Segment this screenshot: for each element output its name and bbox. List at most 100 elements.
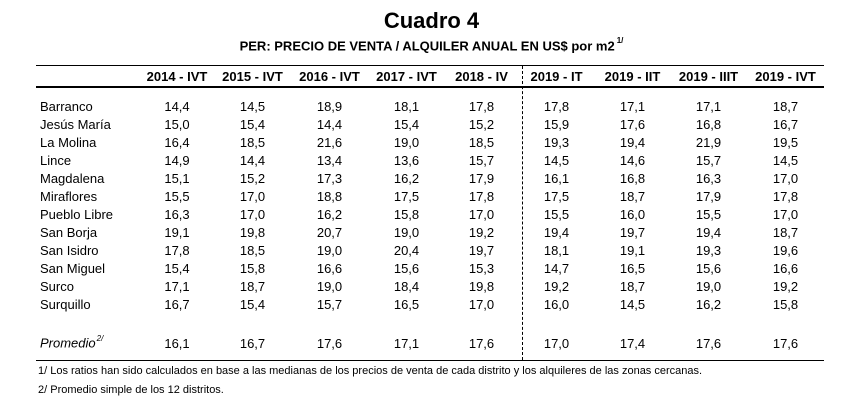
header-col-2: 2015 - IVT xyxy=(222,69,283,84)
value-cell: 15,6 xyxy=(393,260,420,276)
table-row: Barranco 14,4 14,5 18,9 18,1 17,8 17,8 17,1 17,1… xyxy=(36,97,824,115)
value-cell: 15,8 xyxy=(772,296,799,312)
value-cell: 17,0 xyxy=(772,170,799,186)
header-col-7: 2019 - IIT xyxy=(604,69,661,84)
subtitle-footnote-marker: 1/ xyxy=(616,36,624,45)
row-label: Magdalena xyxy=(40,170,105,186)
value-cell: 16,3 xyxy=(164,206,190,222)
value-cell: 16,6 xyxy=(772,260,799,276)
value-cell: 19,2 xyxy=(772,278,799,294)
average-value-cell: 17,6 xyxy=(772,335,799,351)
column-separator-dashed xyxy=(522,66,523,360)
table-row: La Molina 16,4 18,5 21,6 19,0 18,5 19,3 19,4 21,… xyxy=(36,133,824,151)
value-cell: 17,8 xyxy=(543,98,570,114)
value-cell: 15,7 xyxy=(468,152,495,168)
value-cell: 16,8 xyxy=(695,116,722,132)
value-cell: 15,4 xyxy=(164,260,190,276)
value-cell: 17,0 xyxy=(468,206,495,222)
value-cell: 17,0 xyxy=(239,188,266,204)
value-cell: 16,2 xyxy=(316,206,343,222)
value-cell: 15,4 xyxy=(239,116,266,132)
value-cell: 19,2 xyxy=(543,278,570,294)
value-cell: 16,0 xyxy=(619,206,646,222)
value-cell: 16,7 xyxy=(772,116,799,132)
value-cell: 17,0 xyxy=(772,206,799,222)
average-value-cell: 16,7 xyxy=(239,335,266,351)
value-cell: 15,5 xyxy=(164,188,190,204)
value-cell: 18,7 xyxy=(239,278,266,294)
value-cell: 18,7 xyxy=(772,224,799,240)
spacer-cell xyxy=(36,87,824,97)
value-cell: 19,8 xyxy=(468,278,495,294)
value-cell: 19,1 xyxy=(164,224,190,240)
table-body: Barranco 14,4 14,5 18,9 18,1 17,8 17,8 17,1 17,1… xyxy=(36,87,824,353)
row-label: San Borja xyxy=(40,224,98,240)
average-value-cell: 17,6 xyxy=(468,335,495,351)
value-cell: 18,5 xyxy=(239,134,266,150)
header-col-3: 2016 - IVT xyxy=(299,69,360,84)
value-cell: 16,3 xyxy=(695,170,722,186)
value-cell: 19,0 xyxy=(695,278,722,294)
header-col-9: 2019 - IVT xyxy=(755,69,816,84)
value-cell: 16,4 xyxy=(164,134,190,150)
spacer-cell xyxy=(36,313,824,333)
value-cell: 17,8 xyxy=(164,242,190,258)
value-cell: 14,5 xyxy=(543,152,570,168)
value-cell: 17,5 xyxy=(543,188,570,204)
subtitle-text: PER: PRECIO DE VENTA / ALQUILER ANUAL EN… xyxy=(239,38,615,54)
value-cell: 14,4 xyxy=(316,116,343,132)
value-cell: 19,8 xyxy=(239,224,266,240)
value-cell: 18,5 xyxy=(239,242,266,258)
table-row: Lince 14,9 14,4 13,4 13,6 15,7 14,5 14,6 15,7 14,… xyxy=(36,151,824,169)
bottom-rule xyxy=(36,360,824,361)
value-cell: 18,7 xyxy=(772,98,799,114)
value-cell: 19,6 xyxy=(772,242,799,258)
value-cell: 17,8 xyxy=(468,98,495,114)
table-row: Surquillo 16,7 15,4 15,7 16,5 17,0 16,0 14,5 16,… xyxy=(36,295,824,313)
value-cell: 20,4 xyxy=(393,242,420,258)
value-cell: 15,0 xyxy=(164,116,190,132)
value-cell: 15,6 xyxy=(695,260,722,276)
average-value-cell: 17,6 xyxy=(316,335,343,351)
value-cell: 17,8 xyxy=(468,188,495,204)
value-cell: 18,7 xyxy=(619,188,646,204)
value-cell: 15,4 xyxy=(393,116,420,132)
table-title: Cuadro 4 xyxy=(383,8,480,33)
value-cell: 14,7 xyxy=(543,260,570,276)
value-cell: 15,8 xyxy=(393,206,420,222)
value-cell: 15,5 xyxy=(543,206,570,222)
value-cell: 16,5 xyxy=(393,296,420,312)
value-cell: 16,6 xyxy=(316,260,343,276)
value-cell: 17,9 xyxy=(695,188,722,204)
value-cell: 19,3 xyxy=(543,134,570,150)
value-cell: 18,7 xyxy=(619,278,646,294)
value-cell: 19,4 xyxy=(619,134,646,150)
value-cell: 19,0 xyxy=(316,242,343,258)
value-cell: 16,0 xyxy=(543,296,570,312)
row-label: La Molina xyxy=(40,134,97,150)
value-cell: 16,2 xyxy=(393,170,420,186)
value-cell: 14,4 xyxy=(239,152,266,168)
value-cell: 19,5 xyxy=(772,134,799,150)
header-col-1: 2014 - IVT xyxy=(146,69,208,84)
value-cell: 20,7 xyxy=(316,224,343,240)
value-cell: 15,9 xyxy=(543,116,570,132)
value-cell: 19,0 xyxy=(393,224,420,240)
value-cell: 13,6 xyxy=(393,152,420,168)
header-row: 2014 - IVT 2015 - IVT 2016 - IVT 2017 - IVT… xyxy=(36,66,824,87)
table-row: Miraflores 15,5 17,0 18,8 17,5 17,8 17,5 18,7 17… xyxy=(36,187,824,205)
footnotes: 1/ Los ratios han sido calculados en bas… xyxy=(38,362,702,400)
average-footnote-marker: 2/ xyxy=(96,334,104,344)
row-label: San Miguel xyxy=(40,260,106,276)
value-cell: 21,6 xyxy=(316,134,343,150)
average-label: Promedio xyxy=(40,335,96,351)
row-label: Jesús María xyxy=(40,116,111,132)
value-cell: 17,8 xyxy=(772,188,799,204)
value-cell: 16,1 xyxy=(543,170,570,186)
row-label: San Isidro xyxy=(40,242,99,258)
value-cell: 19,7 xyxy=(619,224,646,240)
header-col-5: 2018 - IV xyxy=(455,69,508,84)
footnote-2: 2/ Promedio simple de los 12 distritos. xyxy=(38,384,224,396)
header-col-4: 2017 - IVT xyxy=(376,69,437,84)
value-cell: 19,2 xyxy=(468,224,495,240)
